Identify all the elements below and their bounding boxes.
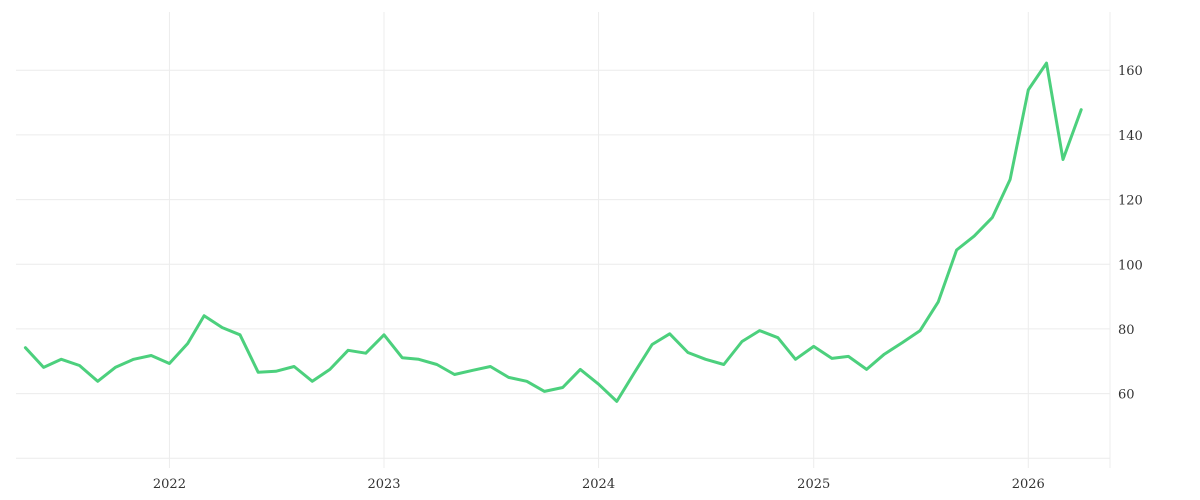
x-tick-label: 2024 bbox=[582, 477, 615, 492]
y-tick-label: 120 bbox=[1118, 194, 1143, 209]
grid bbox=[16, 12, 1111, 468]
y-tick-label: 100 bbox=[1118, 258, 1143, 273]
x-tick-label: 2026 bbox=[1012, 477, 1045, 492]
series-line bbox=[23, 61, 1083, 403]
y-tick-label: 60 bbox=[1118, 388, 1135, 403]
y-tick-label: 160 bbox=[1118, 64, 1143, 79]
x-tick-label: 2025 bbox=[797, 477, 830, 492]
y-tick-label: 80 bbox=[1118, 323, 1135, 338]
x-tick-label: 2023 bbox=[367, 477, 400, 492]
series bbox=[23, 61, 1083, 403]
x-tick-label: 2022 bbox=[153, 477, 186, 492]
x-axis: 2022 2023 2024 2025 2026 bbox=[153, 477, 1045, 492]
y-tick-label: 140 bbox=[1118, 129, 1143, 144]
y-axis: 60 80 100 120 140 160 bbox=[1118, 64, 1143, 402]
